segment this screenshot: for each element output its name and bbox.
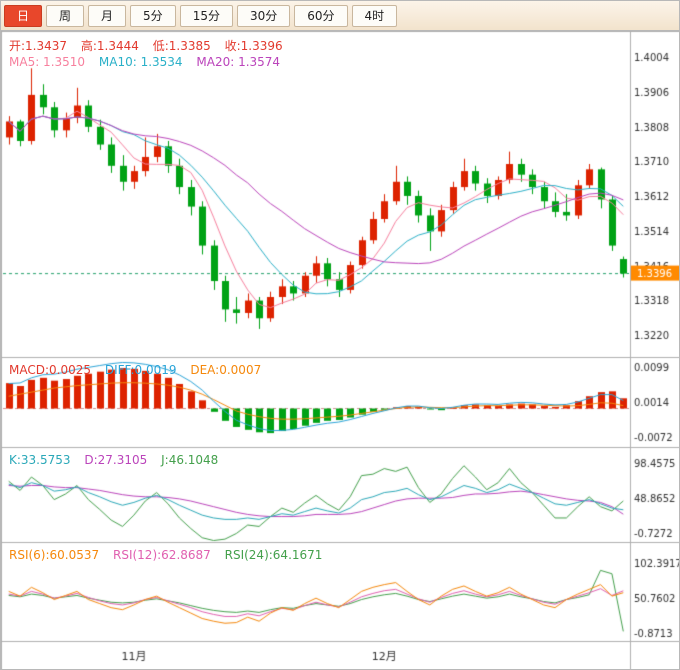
rsi-legend: RSI(6):60.0537 RSI(12):62.8687 RSI(24):6… bbox=[9, 548, 332, 562]
j-value: J:46.1048 bbox=[161, 453, 219, 467]
tab-15min[interactable]: 15分 bbox=[179, 4, 233, 27]
tab-day[interactable]: 日 bbox=[4, 4, 43, 27]
chart-canvas[interactable] bbox=[1, 31, 679, 669]
macd-value: MACD:0.0025 bbox=[9, 363, 92, 377]
d-value: D:27.3105 bbox=[84, 453, 148, 467]
tab-60min[interactable]: 60分 bbox=[294, 4, 348, 27]
ma5-value: MA5: 1.3510 bbox=[9, 55, 86, 69]
chart-area: 开:1.3437 高:1.3444 低:1.3385 收:1.3396 MA5:… bbox=[1, 31, 679, 669]
diff-value: DIFF:0.0019 bbox=[104, 363, 177, 377]
tab-month[interactable]: 月 bbox=[88, 4, 127, 27]
ma10-value: MA10: 1.3534 bbox=[98, 55, 183, 69]
timeframe-tabbar: 日 周 月 5分 15分 30分 60分 4时 bbox=[1, 1, 679, 31]
tab-30min[interactable]: 30分 bbox=[236, 4, 291, 27]
tab-week[interactable]: 周 bbox=[46, 4, 85, 27]
k-value: K:33.5753 bbox=[9, 453, 71, 467]
tab-4hour[interactable]: 4时 bbox=[351, 4, 398, 27]
high-value: 高:1.3444 bbox=[80, 39, 139, 53]
rsi12-value: RSI(12):62.8687 bbox=[113, 548, 211, 562]
close-value: 收:1.3396 bbox=[224, 39, 283, 53]
tab-5min[interactable]: 5分 bbox=[130, 4, 176, 27]
open-value: 开:1.3437 bbox=[9, 39, 68, 53]
dea-value: DEA:0.0007 bbox=[190, 363, 262, 377]
macd-legend: MACD:0.0025 DIFF:0.0019 DEA:0.0007 bbox=[9, 363, 271, 377]
ma-legend: MA5: 1.3510 MA10: 1.3534 MA20: 1.3574 bbox=[9, 55, 290, 69]
ma20-value: MA20: 1.3574 bbox=[196, 55, 281, 69]
rsi24-value: RSI(24):64.1671 bbox=[224, 548, 323, 562]
low-value: 低:1.3385 bbox=[152, 39, 211, 53]
ohlc-legend: 开:1.3437 高:1.3444 低:1.3385 收:1.3396 bbox=[9, 37, 293, 54]
rsi6-value: RSI(6):60.0537 bbox=[9, 548, 100, 562]
kdj-legend: K:33.5753 D:27.3105 J:46.1048 bbox=[9, 453, 228, 467]
